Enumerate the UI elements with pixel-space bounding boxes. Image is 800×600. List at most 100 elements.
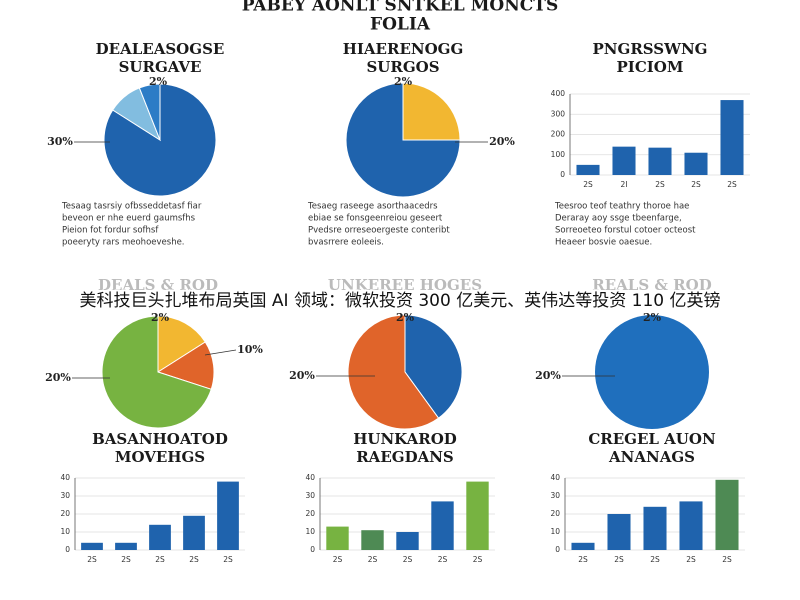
bar [576,164,600,175]
bar [715,479,739,550]
description: Heaeer bosvie oaesue. [555,238,652,248]
bar [81,542,103,550]
description: Tesaag tasrsiy ofbsseddetasf fiar [61,202,202,212]
bar [115,542,137,550]
pie-annotation: 20% [45,371,71,384]
caption: 美科技巨头扎堆布局英国 AI 领域：微软投资 300 亿美元、英伟达等投资 11… [80,291,721,311]
description: Deraray aoy ssge tbeenfarge, [555,214,682,224]
x-tick-label: 2S [189,555,199,564]
y-tick-label: 40 [60,473,70,482]
x-tick-label: 2S [655,180,665,189]
x-tick-label: 2S [722,555,732,564]
chart-title: CREGEL AUON [588,430,716,448]
description: ebiae se fonsgeenreiou geseert [308,214,443,224]
leader-line [204,349,237,356]
chart-title: MOVEHGS [115,448,205,466]
y-tick-label: 40 [305,473,315,482]
pie-annotation: 2% [149,75,168,88]
pie-slice [103,83,217,197]
bar [361,530,384,550]
y-tick-label: 100 [551,150,566,159]
bar [326,526,349,550]
description: poeeryty rars meohoeveshe. [62,238,185,248]
y-tick-label: 20 [550,509,560,518]
pie-annotation: 2% [643,311,662,324]
y-tick-label: 20 [60,509,70,518]
chart-title: BASANHOATOD [92,430,228,448]
pie-slice [157,315,206,373]
bar [217,481,239,550]
y-tick-label: 0 [310,545,315,554]
y-tick-label: 0 [555,545,560,554]
bar [684,152,708,175]
x-tick-label: 2S [727,180,737,189]
x-tick-label: 2S [578,555,588,564]
x-tick-label: 2S [583,180,593,189]
chart-title: SURGOS [366,58,439,76]
main-title: PABEY AONLT SNTKEL MONCTS [242,0,558,16]
pie-slice [347,314,440,430]
y-tick-label: 400 [551,89,566,98]
bar [183,515,205,550]
bar [643,506,667,550]
y-tick-label: 10 [550,527,560,536]
pie-annotation: 2% [396,311,415,324]
description: Pieion fot fordur sofhsf [62,226,159,236]
x-tick-label: 2S [403,555,413,564]
chart-title: PICIOM [617,58,684,76]
x-tick-label: 2S [223,555,233,564]
pie-slice [101,315,212,429]
pie-slice [595,315,709,429]
main-title: FOLIA [370,15,431,35]
chart-title: HUNKAROD [353,430,457,448]
pie-slice [345,82,461,198]
description: beveon er nhe euerd gaumsfhs [62,214,196,224]
description: Tesaeg raseege asorthaacedrs [307,202,438,212]
y-tick-label: 30 [550,491,560,500]
x-tick-label: 2S [438,555,448,564]
chart-title: REALS & ROD [592,276,711,294]
x-tick-label: 2S [614,555,624,564]
pie-annotation: 20% [535,369,561,382]
description: bvasrrere eoleeis. [308,238,384,248]
x-tick-label: 2S [87,555,97,564]
x-tick-label: 2S [686,555,696,564]
pie-annotation: 30% [47,135,73,148]
pie-slice [402,82,461,141]
description: Sorreoeteo forstul cotoer octeost [555,226,696,236]
y-tick-label: 300 [551,109,566,118]
bar [720,100,744,175]
chart-title: DEALEASOGSE [96,40,225,58]
y-tick-label: 20 [305,509,315,518]
chart-title: ANANAGS [608,448,695,466]
x-tick-label: 2S [155,555,165,564]
chart-title: HIAERENOGG [343,40,464,58]
chart-title: DEALS & ROD [98,276,218,294]
bar [571,542,595,550]
y-tick-label: 40 [550,473,560,482]
y-tick-label: 30 [60,491,70,500]
pie-annotation: 20% [489,135,515,148]
x-tick-label: 2I [621,180,628,189]
x-tick-label: 2S [333,555,343,564]
x-tick-label: 2S [121,555,131,564]
pie-annotation: 20% [289,369,315,382]
chart-title: PNGRSSWNG [593,40,708,58]
description: Teesroo teof teathry thoroe hae [554,202,689,212]
bar [607,514,631,550]
y-tick-label: 10 [305,527,315,536]
bar [612,146,636,175]
description: Pvedsre orreseoergeste conteribt [308,226,450,236]
bar [396,532,419,550]
x-tick-label: 2S [650,555,660,564]
pie-slice [404,314,463,419]
bar [466,481,489,550]
x-tick-label: 2S [473,555,483,564]
y-tick-label: 30 [305,491,315,500]
pie-annotation: 2% [151,311,170,324]
pie-annotation: 2% [394,75,413,88]
x-tick-label: 2S [691,180,701,189]
y-tick-label: 0 [65,545,70,554]
y-tick-label: 10 [60,527,70,536]
